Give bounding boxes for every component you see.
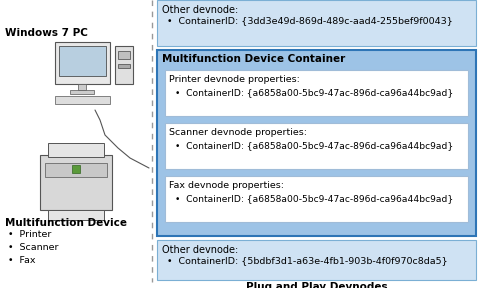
Bar: [55, 42, 110, 84]
Bar: [48, 143, 104, 157]
Bar: [55, 96, 110, 104]
Text: •  Fax: • Fax: [8, 256, 36, 265]
Bar: [118, 64, 130, 68]
Text: Windows 7 PC: Windows 7 PC: [5, 28, 88, 38]
Bar: [45, 163, 107, 177]
Text: Printer devnode properties:: Printer devnode properties:: [169, 75, 300, 84]
Text: •  ContainerID: {a6858a00-5bc9-47ac-896d-ca96a44bc9ad}: • ContainerID: {a6858a00-5bc9-47ac-896d-…: [175, 194, 453, 203]
Bar: [72, 165, 80, 173]
Bar: [118, 51, 130, 59]
Bar: [70, 90, 94, 94]
Bar: [115, 46, 133, 84]
Bar: [48, 210, 104, 220]
Text: Fax devnode properties:: Fax devnode properties:: [169, 181, 284, 190]
Text: Multifunction Device Container: Multifunction Device Container: [162, 54, 345, 64]
Text: •  Printer: • Printer: [8, 230, 51, 239]
Text: Plug and Play Devnodes: Plug and Play Devnodes: [246, 282, 387, 288]
Text: Scanner devnode properties:: Scanner devnode properties:: [169, 128, 307, 137]
Text: Other devnode:: Other devnode:: [162, 245, 238, 255]
Text: •  ContainerID: {a6858a00-5bc9-47ac-896d-ca96a44bc9ad}: • ContainerID: {a6858a00-5bc9-47ac-896d-…: [175, 88, 453, 97]
Bar: [165, 176, 468, 222]
Bar: [157, 50, 476, 236]
Text: •  ContainerID: {5bdbf3d1-a63e-4fb1-903b-4f0f970c8da5}: • ContainerID: {5bdbf3d1-a63e-4fb1-903b-…: [167, 256, 448, 265]
Bar: [165, 70, 468, 116]
Text: Other devnode:: Other devnode:: [162, 5, 238, 15]
Bar: [165, 123, 468, 169]
Text: •  ContainerID: {a6858a00-5bc9-47ac-896d-ca96a44bc9ad}: • ContainerID: {a6858a00-5bc9-47ac-896d-…: [175, 141, 453, 150]
Bar: [59, 46, 106, 76]
Bar: [40, 155, 112, 210]
Text: •  Scanner: • Scanner: [8, 243, 59, 252]
Bar: [78, 84, 86, 90]
Text: Multifunction Device: Multifunction Device: [5, 218, 127, 228]
Bar: [157, 240, 476, 280]
Text: •  ContainerID: {3dd3e49d-869d-489c-aad4-255bef9f0043}: • ContainerID: {3dd3e49d-869d-489c-aad4-…: [167, 16, 453, 25]
Bar: [157, 0, 476, 46]
